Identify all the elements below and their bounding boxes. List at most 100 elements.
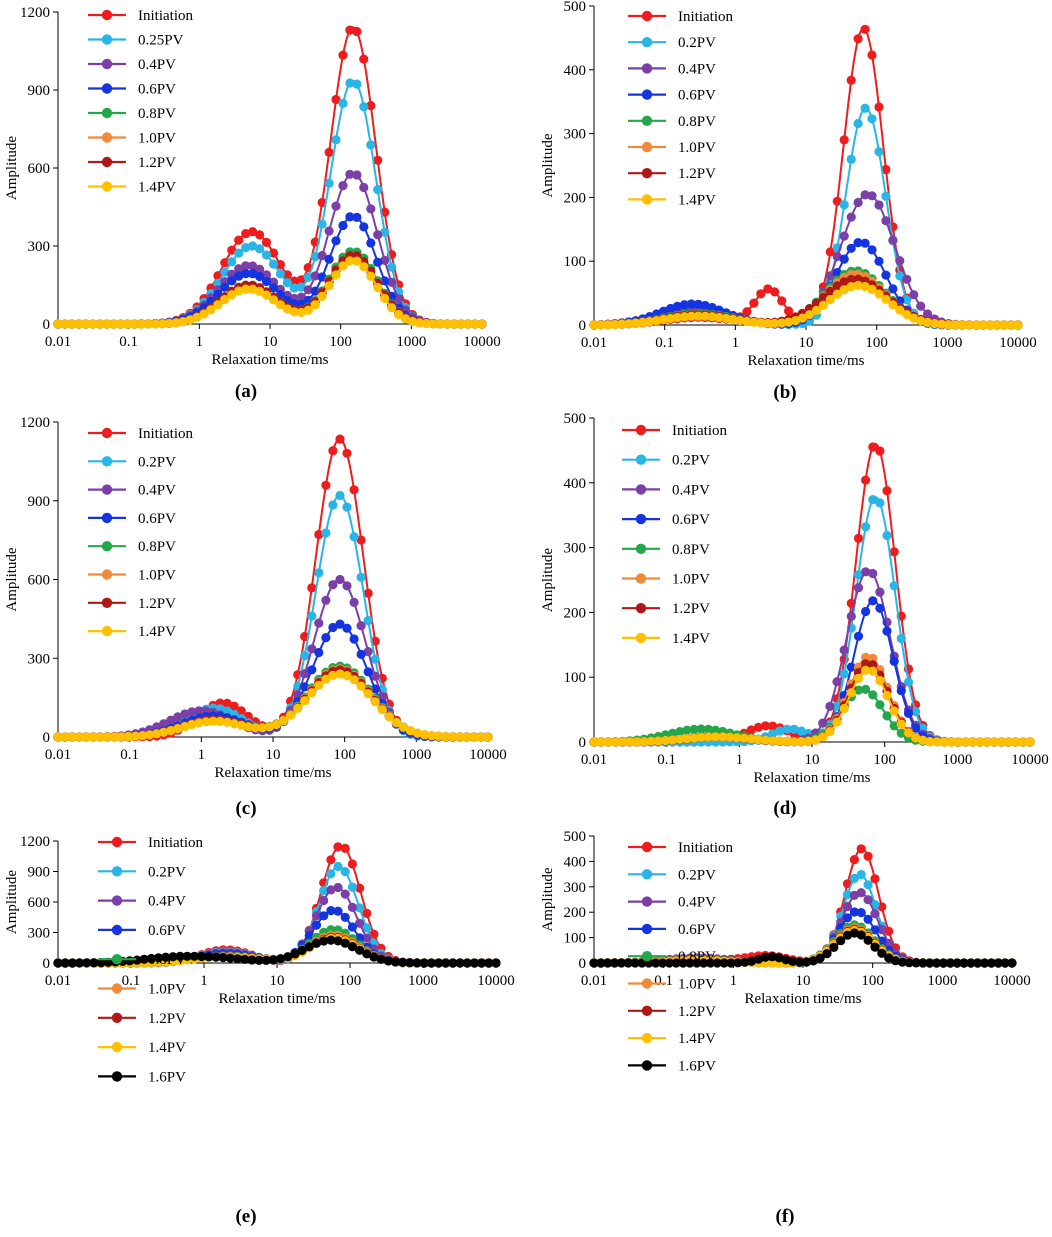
data-point (882, 626, 892, 636)
data-point (846, 688, 856, 698)
data-point (853, 570, 864, 580)
data-point (369, 952, 379, 962)
data-point (842, 913, 853, 923)
data-point (129, 319, 140, 329)
data-point (853, 197, 863, 208)
data-point (314, 529, 324, 540)
data-point (861, 659, 871, 669)
data-point (964, 320, 974, 330)
data-point (324, 226, 334, 236)
data-point (846, 274, 856, 285)
legend-marker (111, 954, 123, 965)
data-point (861, 652, 871, 663)
data-point (412, 728, 423, 738)
data-point (881, 270, 891, 280)
data-point (222, 698, 232, 709)
data-point (60, 319, 70, 329)
series-line (58, 438, 488, 738)
legend-marker (641, 951, 653, 962)
data-point (903, 708, 914, 719)
legend-marker (641, 37, 653, 48)
data-point (589, 737, 599, 747)
data-point (255, 244, 265, 254)
data-point (352, 212, 362, 222)
data-point (355, 883, 365, 893)
data-point (1004, 737, 1014, 747)
panel-caption: (f) (776, 1206, 795, 1227)
data-point (206, 296, 216, 307)
y-tick-label: 200 (564, 605, 587, 621)
data-point (932, 958, 942, 968)
series-0.2PV (589, 495, 1035, 747)
x-axis-label: Relaxation time/ms (214, 765, 331, 781)
legend-marker (641, 1032, 653, 1044)
data-point (782, 724, 792, 734)
data-point (875, 587, 885, 597)
data-point (825, 727, 835, 737)
legend-label: 0.6PV (678, 88, 716, 104)
data-point (784, 317, 794, 327)
y-tick-label: 300 (28, 926, 51, 942)
data-point (832, 281, 842, 291)
legend-marker (111, 983, 123, 994)
data-point (760, 952, 770, 962)
data-point (279, 716, 289, 726)
series-line (594, 661, 1030, 743)
data-point (797, 313, 808, 323)
data-point (889, 721, 899, 731)
data-point (192, 312, 202, 322)
data-point (923, 309, 933, 319)
data-point (319, 886, 329, 896)
data-point (961, 737, 971, 747)
data-point (297, 945, 307, 956)
data-point (696, 732, 706, 743)
data-point (652, 316, 662, 326)
chart-panel-5: 0 100 200 300 400 500 0.01 0.1 1 10 100 1000 10000 Re… (540, 829, 1031, 1227)
data-point (391, 718, 401, 728)
data-point (328, 622, 338, 633)
data-point (229, 701, 239, 711)
data-point (911, 733, 921, 743)
data-point (777, 318, 787, 328)
data-point (248, 241, 258, 251)
data-point (257, 723, 267, 733)
data-point (1007, 958, 1017, 968)
data-point (116, 319, 126, 329)
data-point (868, 442, 878, 452)
data-point (818, 718, 828, 728)
legend-label: 1.4PV (138, 624, 176, 640)
data-point (825, 701, 835, 712)
legend-marker (641, 896, 653, 907)
data-point (889, 581, 899, 591)
data-point (300, 669, 310, 679)
data-point (153, 953, 164, 963)
series-line (593, 193, 1018, 326)
legend-item: 0.6PV (88, 511, 176, 527)
legend-item: 1.4PV (88, 180, 176, 196)
data-point (67, 319, 77, 329)
data-point (194, 718, 204, 728)
data-point (248, 261, 258, 271)
data-point (638, 317, 648, 327)
data-point (441, 958, 451, 968)
data-point (469, 732, 479, 742)
data-point (421, 318, 431, 329)
data-point (658, 314, 669, 325)
data-point (796, 737, 806, 747)
data-point (296, 275, 306, 285)
data-point (760, 721, 771, 731)
data-point (726, 958, 736, 968)
data-point (338, 261, 348, 271)
legend-marker (641, 978, 653, 989)
legend-marker (101, 9, 113, 21)
legend-item: 0.6PV (628, 88, 716, 104)
data-point (282, 304, 292, 314)
data-point (380, 293, 390, 304)
data-point (782, 736, 792, 747)
legend-label: 1.4PV (678, 192, 716, 208)
data-point (868, 690, 878, 700)
data-point (911, 958, 921, 968)
data-point (307, 583, 317, 593)
data-point (326, 855, 336, 865)
data-point (875, 676, 885, 686)
